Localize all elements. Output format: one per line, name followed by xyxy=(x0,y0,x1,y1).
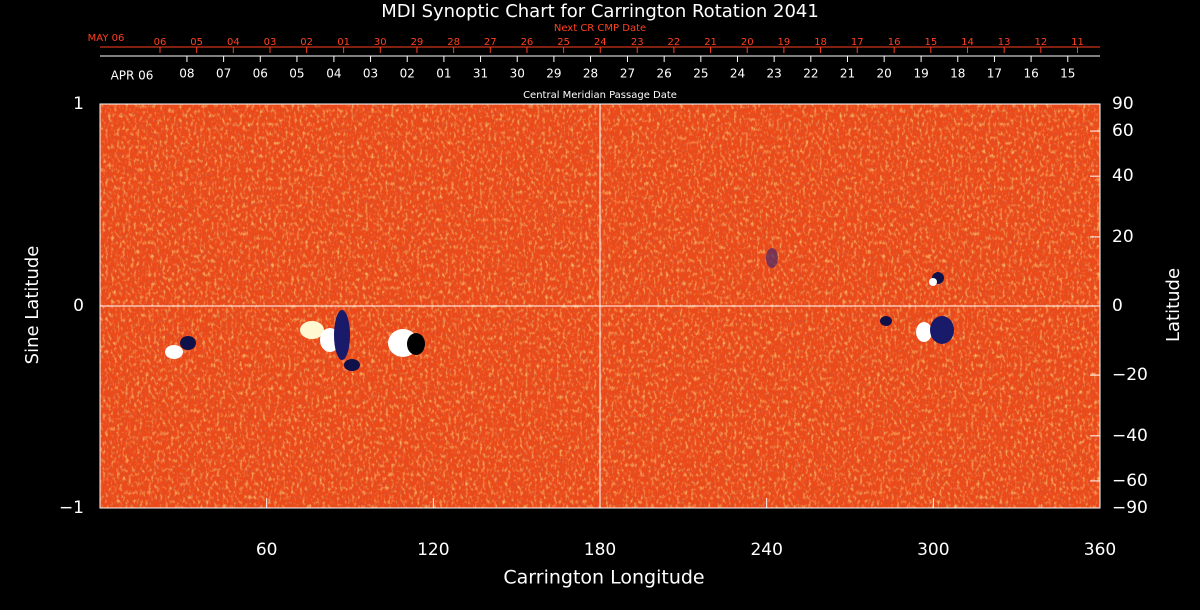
next-cmp-date: 25 xyxy=(557,37,570,48)
cmp-date: 16 xyxy=(1023,67,1038,81)
y2-tick-label: −40 xyxy=(1112,426,1148,446)
cmp-date: 06 xyxy=(253,67,268,81)
next-cmp-date: 28 xyxy=(447,37,460,48)
next-cmp-date: 23 xyxy=(631,37,644,48)
cmp-date: 02 xyxy=(400,67,415,81)
y2-axis-label: Latitude xyxy=(1163,268,1184,342)
x-tick-label: 240 xyxy=(750,540,782,560)
x-tick-label: 300 xyxy=(917,540,949,560)
x-tick-label: 360 xyxy=(1084,540,1116,560)
y-axis-label: Sine Latitude xyxy=(22,246,43,365)
y2-tick-label: 40 xyxy=(1112,166,1134,186)
next-cmp-date: 21 xyxy=(704,37,717,48)
next-cmp-date: 27 xyxy=(484,37,497,48)
next-cmp-date: 01 xyxy=(337,37,350,48)
next-cmp-date: 15 xyxy=(924,37,937,48)
x-axis-label: Carrington Longitude xyxy=(503,567,704,589)
y2-tick-label: −20 xyxy=(1112,365,1148,385)
cmp-date: 22 xyxy=(803,67,818,81)
x-tick-label: 120 xyxy=(417,540,449,560)
y2-tick-label: 60 xyxy=(1112,121,1134,141)
next-cmp-date: 17 xyxy=(851,37,864,48)
cmp-date: 28 xyxy=(583,67,598,81)
next-cmp-date: 12 xyxy=(1034,37,1047,48)
cmp-month: APR 06 xyxy=(111,69,154,83)
y-tick-label: 0 xyxy=(73,296,84,316)
next-cmp-month: MAY 06 xyxy=(88,33,125,44)
next-cmp-date: 30 xyxy=(374,37,387,48)
cmp-date: 23 xyxy=(767,67,782,81)
cmp-date: 15 xyxy=(1060,67,1075,81)
cmp-date: 08 xyxy=(179,67,194,81)
next-cmp-date: 24 xyxy=(594,37,607,48)
cmp-date: 04 xyxy=(326,67,341,81)
cmp-date: 19 xyxy=(913,67,928,81)
next-cmp-date: 26 xyxy=(521,37,534,48)
cmp-date: 30 xyxy=(510,67,525,81)
next-cmp-date: 03 xyxy=(264,37,277,48)
cmp-date: 17 xyxy=(987,67,1002,81)
cmp-date: 20 xyxy=(877,67,892,81)
next-cmp-date: 05 xyxy=(190,37,203,48)
next-cmp-date: 29 xyxy=(411,37,424,48)
next-cmp-date: 19 xyxy=(778,37,791,48)
cmp-date: 24 xyxy=(730,67,745,81)
next-cmp-date: 11 xyxy=(1071,37,1084,48)
y-tick-label: 1 xyxy=(73,94,84,114)
cmp-axis-label: Central Meridian Passage Date xyxy=(523,90,677,101)
cmp-date: 25 xyxy=(693,67,708,81)
next-cmp-date: 04 xyxy=(227,37,240,48)
cmp-date: 03 xyxy=(363,67,378,81)
next-cmp-date: 18 xyxy=(814,37,827,48)
next-cmp-date: 22 xyxy=(668,37,681,48)
chart-title: MDI Synoptic Chart for Carrington Rotati… xyxy=(381,1,819,22)
next-cmp-date: 14 xyxy=(961,37,974,48)
y2-tick-label: 0 xyxy=(1112,296,1123,316)
y-tick-label: −1 xyxy=(59,498,84,518)
next-cmp-date: 06 xyxy=(154,37,167,48)
y2-tick-label: −60 xyxy=(1112,471,1148,491)
x-tick-label: 180 xyxy=(584,540,616,560)
cmp-date: 01 xyxy=(436,67,451,81)
next-cmp-date: 20 xyxy=(741,37,754,48)
next-cmp-date: 16 xyxy=(888,37,901,48)
cmp-date: 05 xyxy=(289,67,304,81)
y2-tick-label: 90 xyxy=(1112,94,1134,114)
cmp-date: 27 xyxy=(620,67,635,81)
cmp-date: 21 xyxy=(840,67,855,81)
next-cmp-date: 02 xyxy=(300,37,313,48)
cmp-date: 18 xyxy=(950,67,965,81)
cmp-date: 26 xyxy=(657,67,672,81)
next-cmp-axis-label: Next CR CMP Date xyxy=(554,23,646,34)
cmp-date: 31 xyxy=(473,67,488,81)
y2-tick-label: −90 xyxy=(1112,498,1148,518)
x-tick-label: 60 xyxy=(256,540,278,560)
cmp-date: 07 xyxy=(216,67,231,81)
cmp-date: 29 xyxy=(546,67,561,81)
next-cmp-date: 13 xyxy=(998,37,1011,48)
y2-tick-label: 20 xyxy=(1112,227,1134,247)
